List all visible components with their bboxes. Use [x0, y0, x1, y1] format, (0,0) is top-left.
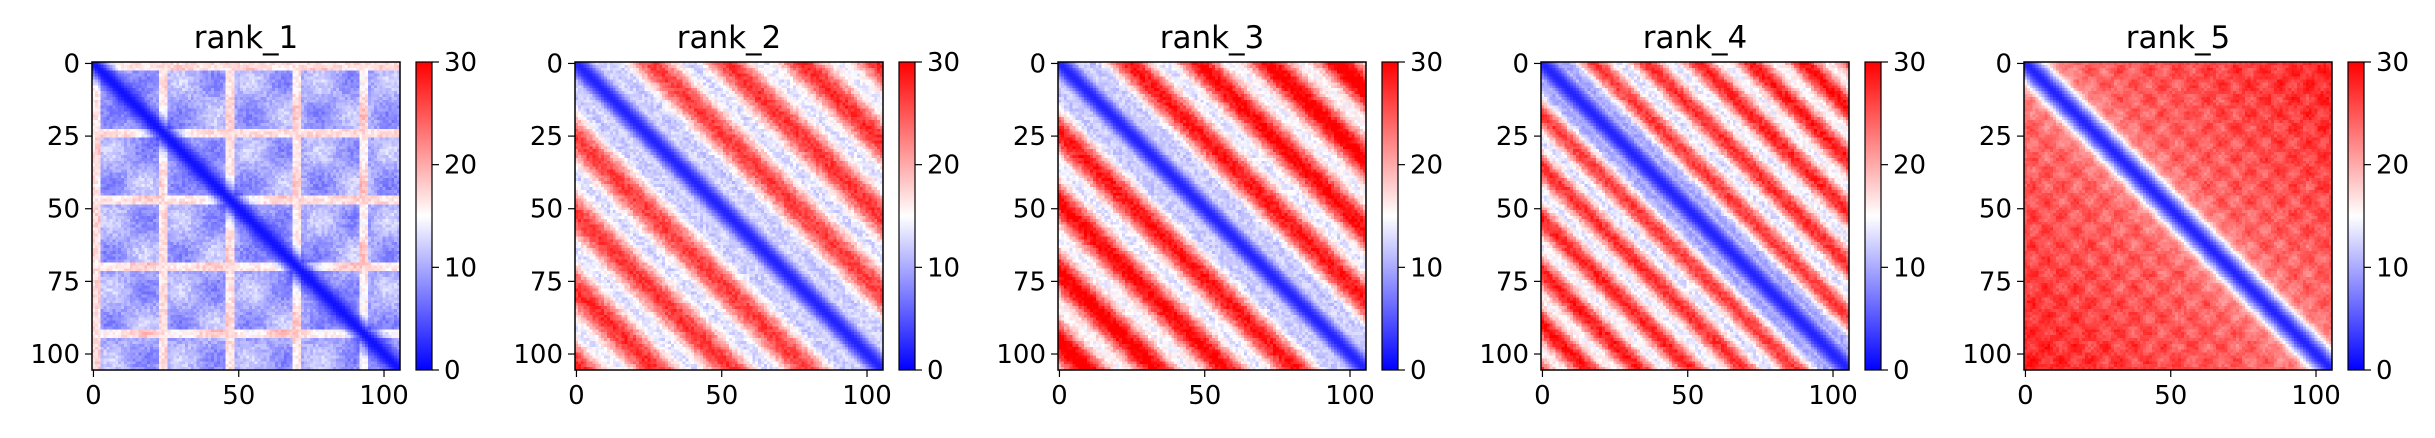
y-tick-label: 0 — [1029, 49, 1046, 79]
heatmap-cells — [1058, 62, 1367, 371]
x-tick-label: 50 — [1671, 381, 1704, 411]
y-tick-label: 25 — [1013, 122, 1046, 152]
panel-title: rank_4 — [1643, 20, 1748, 56]
y-tick-label: 0 — [1995, 49, 2012, 79]
y-tick-label: 75 — [1979, 267, 2012, 297]
colorbar-tick-label: 20 — [444, 151, 477, 181]
colorbar-tick-label: 20 — [1893, 151, 1926, 181]
colorbar-tick-label: 10 — [444, 253, 477, 283]
x-tick-label: 0 — [2017, 381, 2034, 411]
colorbar-tick-label: 30 — [444, 48, 477, 78]
colorbar-tick-label: 20 — [1410, 151, 1443, 181]
y-tick-label: 75 — [47, 267, 80, 297]
x-tick-label: 0 — [1534, 381, 1551, 411]
axes-frame — [91, 61, 401, 371]
colorbar-tick-label: 10 — [927, 253, 960, 283]
colorbar-tick-label: 30 — [927, 48, 960, 78]
colorbar: 0 10 20 30 — [1381, 48, 1443, 386]
axes-frame — [574, 61, 884, 371]
panel-title: rank_5 — [2126, 20, 2231, 56]
colorbar-tick-label: 10 — [2376, 253, 2409, 283]
x-tick-label: 50 — [1188, 381, 1221, 411]
axes-frame — [1057, 61, 1367, 371]
colorbar-tick-label: 20 — [2376, 151, 2409, 181]
y-tick-label: 50 — [1496, 195, 1529, 225]
colorbar-tick-label: 20 — [927, 151, 960, 181]
colorbar-tick-label: 0 — [1893, 356, 1910, 386]
y-tick-label: 75 — [1496, 267, 1529, 297]
colorbar-tick-label: 30 — [1893, 48, 1926, 78]
x-tick-label: 0 — [85, 381, 102, 411]
colorbar-tick-label: 30 — [2376, 48, 2409, 78]
colorbar: 0 10 20 30 — [2347, 48, 2409, 386]
y-tick-label: 100 — [1479, 340, 1529, 370]
colorbar-tick-label: 0 — [2376, 356, 2393, 386]
panel-title: rank_2 — [677, 20, 782, 56]
y-tick-label: 50 — [530, 195, 563, 225]
x-tick-label: 100 — [1808, 381, 1858, 411]
colorbar-gradient — [898, 61, 916, 371]
heatmap-cells — [575, 62, 884, 371]
x-tick-label: 100 — [2291, 381, 2341, 411]
colorbar-tick-label: 0 — [444, 356, 461, 386]
x-tick-label: 100 — [842, 381, 892, 411]
y-tick-label: 50 — [1979, 195, 2012, 225]
y-tick-label: 100 — [513, 340, 563, 370]
panel-title: rank_1 — [194, 20, 299, 56]
y-tick-label: 25 — [1496, 122, 1529, 152]
colorbar-gradient — [1864, 61, 1882, 371]
colorbar-gradient — [415, 61, 433, 371]
y-tick-label: 0 — [1512, 49, 1529, 79]
heatmap-cells — [2024, 62, 2333, 371]
x-tick-label: 50 — [222, 381, 255, 411]
heatmap-cells — [92, 62, 401, 371]
axes-frame — [1540, 61, 1850, 371]
x-tick-label: 100 — [359, 381, 409, 411]
colorbar-gradient — [2347, 61, 2365, 371]
x-tick-label: 0 — [1051, 381, 1068, 411]
heatmap-cells — [1541, 62, 1850, 371]
panel-title: rank_3 — [1160, 20, 1265, 56]
colorbar: 0 10 20 30 — [1864, 48, 1926, 386]
y-tick-label: 100 — [1962, 340, 2012, 370]
y-tick-label: 50 — [47, 195, 80, 225]
y-tick-label: 75 — [1013, 267, 1046, 297]
x-tick-label: 100 — [1325, 381, 1375, 411]
colorbar: 0 10 20 30 — [898, 48, 960, 386]
y-tick-label: 100 — [996, 340, 1046, 370]
x-tick-label: 50 — [2154, 381, 2187, 411]
colorbar-tick-label: 10 — [1893, 253, 1926, 283]
colorbar-gradient — [1381, 61, 1399, 371]
y-tick-label: 75 — [530, 267, 563, 297]
y-tick-label: 50 — [1013, 195, 1046, 225]
colorbar-tick-label: 30 — [1410, 48, 1443, 78]
y-tick-label: 0 — [63, 49, 80, 79]
y-tick-label: 25 — [47, 122, 80, 152]
colorbar-tick-label: 0 — [1410, 356, 1427, 386]
colorbar-tick-label: 0 — [927, 356, 944, 386]
y-tick-label: 100 — [30, 340, 80, 370]
x-tick-label: 0 — [568, 381, 585, 411]
y-tick-label: 25 — [530, 122, 563, 152]
axes-frame — [2023, 61, 2333, 371]
x-tick-label: 50 — [705, 381, 738, 411]
y-tick-label: 0 — [546, 49, 563, 79]
y-tick-label: 25 — [1979, 122, 2012, 152]
colorbar-tick-label: 10 — [1410, 253, 1443, 283]
colorbar: 0 10 20 30 — [415, 48, 477, 386]
